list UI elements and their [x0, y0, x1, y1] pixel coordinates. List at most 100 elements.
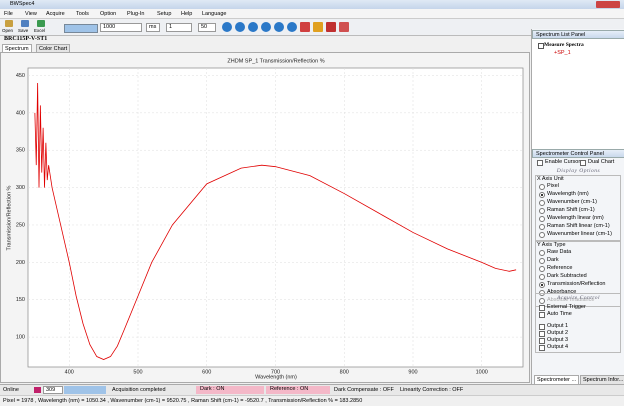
radio[interactable] — [539, 200, 545, 206]
radio[interactable] — [539, 250, 545, 256]
tool-icon[interactable] — [300, 22, 310, 32]
tab[interactable]: Spectrum — [2, 44, 32, 53]
average[interactable]: 1 — [166, 23, 192, 32]
menu-item[interactable]: Tools — [76, 11, 89, 17]
tool-icon[interactable] — [261, 22, 271, 32]
checkbox[interactable] — [538, 43, 544, 49]
checkbox[interactable] — [537, 160, 543, 166]
x-tick-label: 500 — [133, 369, 142, 375]
tree-root[interactable]: Measure Spectra — [544, 42, 584, 48]
checkbox[interactable] — [539, 345, 545, 351]
menu-item[interactable]: Help — [181, 11, 193, 17]
tool-icon[interactable] — [248, 22, 258, 32]
radio-label: Absorbance — [547, 289, 577, 295]
checkbox-label: Enable Cursor — [545, 159, 581, 165]
y-tick-label: 400 — [16, 110, 25, 116]
status-bar: Online 309 Acquisition completed Dark : … — [0, 384, 624, 395]
radio[interactable] — [539, 216, 545, 222]
y-tick-label: 350 — [16, 148, 25, 154]
radio-label: Raman Shift linear (cm-1) — [547, 223, 610, 229]
toolbar-button[interactable]: Excel — [34, 28, 46, 33]
checkbox[interactable] — [539, 312, 545, 318]
tree-item[interactable]: +SP_1 — [554, 50, 571, 56]
tab[interactable]: Color Chart — [36, 44, 71, 53]
section-title: Display Options — [556, 168, 601, 174]
side-panel: Spectrum List Panel Measure Spectra Spec… — [531, 29, 624, 385]
radio-label: Wavenumber linear (cm-1) — [547, 231, 612, 237]
radio[interactable] — [539, 208, 545, 214]
spectrum-tree: Measure Spectra — [532, 39, 624, 149]
time-unit[interactable]: ms — [146, 23, 160, 32]
count: 309 — [43, 386, 63, 394]
data-line — [34, 82, 517, 360]
dark: Dark : ON — [196, 386, 264, 394]
y-axis-label: Transmission/Reflection % — [6, 185, 12, 250]
linearity: Linearity Correction : OFF — [400, 387, 464, 393]
tool-icon[interactable] — [339, 22, 349, 32]
radio-label: Wavelength (nm) — [547, 191, 589, 197]
progress — [64, 24, 98, 33]
x-axis-label: Wavelength (nm) — [255, 374, 297, 380]
menu-item[interactable]: Language — [202, 11, 227, 17]
group-box — [535, 241, 621, 307]
tool-icon[interactable] — [235, 22, 245, 32]
radio-label: Dark Subtracted — [547, 273, 587, 279]
radio[interactable] — [539, 266, 545, 272]
radio[interactable] — [539, 232, 545, 238]
checkbox-label: Dual Chart — [588, 159, 615, 165]
indicator — [34, 387, 41, 393]
checkbox-label: Output 3 — [547, 337, 569, 343]
tool-icon[interactable] — [222, 22, 232, 32]
toolbar-icon[interactable] — [21, 20, 29, 27]
radio-label: Raw Data — [547, 249, 572, 255]
radio-label: Dark — [547, 257, 559, 263]
checkbox[interactable] — [539, 324, 545, 330]
title-bar: BWSpec4 — [0, 0, 624, 9]
tool-icon[interactable] — [274, 22, 284, 32]
radio[interactable] — [539, 224, 545, 230]
radio-label: Pixel — [547, 183, 559, 189]
radio[interactable] — [539, 184, 545, 190]
toolbar-button[interactable]: Open — [2, 28, 14, 33]
reference: Reference : ON — [266, 386, 330, 394]
menu-item[interactable]: Option — [100, 11, 117, 17]
toolbar-icon[interactable] — [37, 20, 45, 27]
integration-time[interactable]: 1000 — [100, 23, 142, 32]
toolbar-icon[interactable] — [5, 20, 13, 27]
radio-label: Transmission/Reflection — [547, 281, 606, 287]
cursor-bar: Pixel = 1978 , Wavelength (nm) = 1050.34… — [0, 395, 624, 406]
toolbar-button[interactable]: Save — [18, 28, 29, 33]
menu-bar: File View Acquire Tools Option Plug-In Setup He… — [0, 9, 624, 19]
section-title: Acquire Control — [557, 295, 600, 301]
radio[interactable] — [539, 282, 545, 288]
y-tick-label: 300 — [16, 185, 25, 191]
progress — [64, 386, 106, 394]
radio[interactable] — [539, 258, 545, 264]
menu-item[interactable]: File — [4, 11, 13, 17]
checkbox[interactable] — [539, 331, 545, 337]
radio[interactable] — [539, 274, 545, 280]
cursor-info: Pixel = 1978 , Wavelength (nm) = 1050.34… — [3, 398, 363, 404]
group-box — [535, 175, 621, 241]
menu-item[interactable]: Acquire — [46, 11, 65, 17]
group-title: Y Axis Type — [537, 242, 566, 248]
tool-icon[interactable] — [326, 22, 336, 32]
checkbox[interactable] — [539, 305, 545, 311]
chart: ZHDM SP_1 Transmission/Reflection % Wave… — [0, 52, 530, 383]
radio-label: Reference — [547, 265, 573, 271]
menu-item[interactable]: View — [25, 11, 37, 17]
group-box — [535, 293, 621, 353]
checkbox[interactable] — [539, 338, 545, 344]
menu-item[interactable]: Plug-In — [127, 11, 145, 17]
radio[interactable] — [539, 192, 545, 198]
radio[interactable] — [539, 298, 545, 304]
smoothing[interactable]: 50 — [198, 23, 216, 32]
window-controls[interactable] — [596, 1, 620, 8]
menu-item[interactable]: Setup — [157, 11, 172, 17]
message: Acquisition completed — [112, 387, 166, 393]
x-tick-label: 800 — [340, 369, 349, 375]
tool-icon[interactable] — [313, 22, 323, 32]
checkbox[interactable] — [580, 160, 586, 166]
chart-tabs: Spectrum Color Chart — [0, 44, 530, 53]
tool-icon[interactable] — [287, 22, 297, 32]
